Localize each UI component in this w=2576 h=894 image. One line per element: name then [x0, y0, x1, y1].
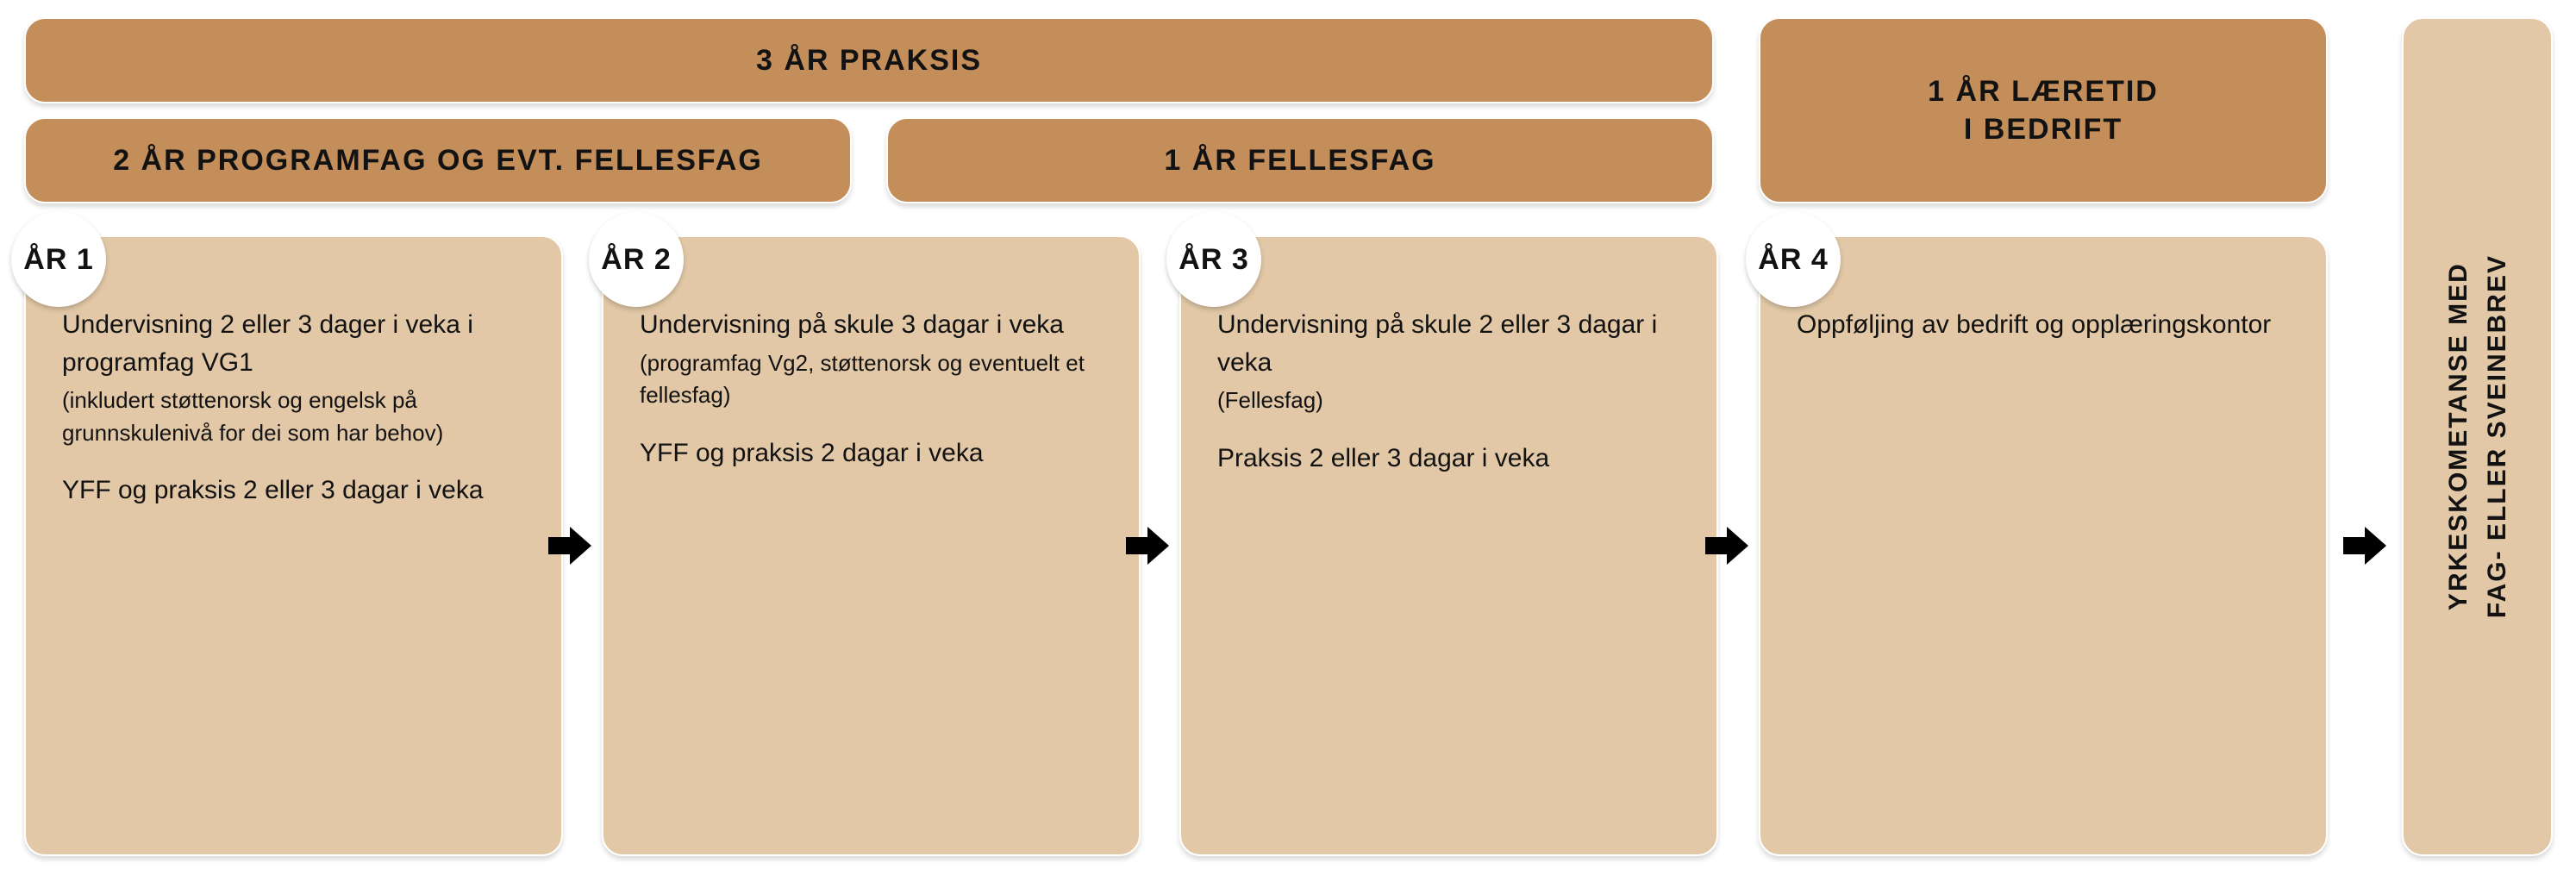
header-programfag: 2 ÅR PROGRAMFAG OG EVT. FELLESFAG — [24, 117, 852, 203]
year4-main: Oppføljing av bedrift og opplæringskonto… — [1797, 306, 2290, 344]
year3-sub: (Fellesfag) — [1217, 384, 1680, 417]
arrow-icon-4 — [2339, 520, 2391, 572]
badge-year-2: ÅR 2 — [589, 212, 684, 307]
year2-main2: YFF og praksis 2 dagar i veka — [640, 434, 1103, 472]
badge-year-4: ÅR 4 — [1746, 212, 1841, 307]
header-laeretid-l1: 1 ÅR LÆRETID — [1928, 72, 2159, 110]
arrow-icon-2 — [1122, 520, 1173, 572]
year-box-2: Undervisning på skule 3 dagar i veka (pr… — [602, 235, 1141, 856]
final-box: YRKESKOMETANSE MED FAG- ELLER SVEINEBREV — [2402, 17, 2553, 856]
year-box-1: Undervisning 2 eller 3 dager i veka i pr… — [24, 235, 563, 856]
year1-main2: YFF og praksis 2 eller 3 dagar i veka — [62, 472, 525, 510]
final-l1: YRKESKOMETANSE MED — [2444, 263, 2473, 611]
header-fellesfag: 1 ÅR FELLESFAG — [886, 117, 1714, 203]
year-box-4: Oppføljing av bedrift og opplæringskonto… — [1759, 235, 2328, 856]
arrow-icon-1 — [544, 520, 596, 572]
header-laeretid-l2: I BEDRIFT — [1964, 110, 2123, 148]
year-box-3: Undervisning på skule 2 eller 3 dagar i … — [1179, 235, 1718, 856]
year3-main2: Praksis 2 eller 3 dagar i veka — [1217, 440, 1680, 478]
final-l2: FAG- ELLER SVEINEBREV — [2483, 254, 2511, 618]
final-text: YRKESKOMETANSE MED FAG- ELLER SVEINEBREV — [2439, 254, 2517, 618]
header-praksis: 3 ÅR PRAKSIS — [24, 17, 1714, 103]
year1-main: Undervisning 2 eller 3 dager i veka i pr… — [62, 306, 525, 381]
year2-main: Undervisning på skule 3 dagar i veka — [640, 306, 1103, 344]
header-laeretid: 1 ÅR LÆRETID I BEDRIFT — [1759, 17, 2328, 203]
year1-sub: (inkludert støttenorsk og engelsk på gru… — [62, 384, 525, 449]
arrow-icon-3 — [1701, 520, 1753, 572]
diagram-root: 3 ÅR PRAKSIS 2 ÅR PROGRAMFAG OG EVT. FEL… — [9, 17, 2567, 877]
badge-year-1: ÅR 1 — [11, 212, 106, 307]
year3-main: Undervisning på skule 2 eller 3 dagar i … — [1217, 306, 1680, 381]
badge-year-3: ÅR 3 — [1166, 212, 1261, 307]
year2-sub: (programfag Vg2, støttenorsk og eventuel… — [640, 347, 1103, 412]
